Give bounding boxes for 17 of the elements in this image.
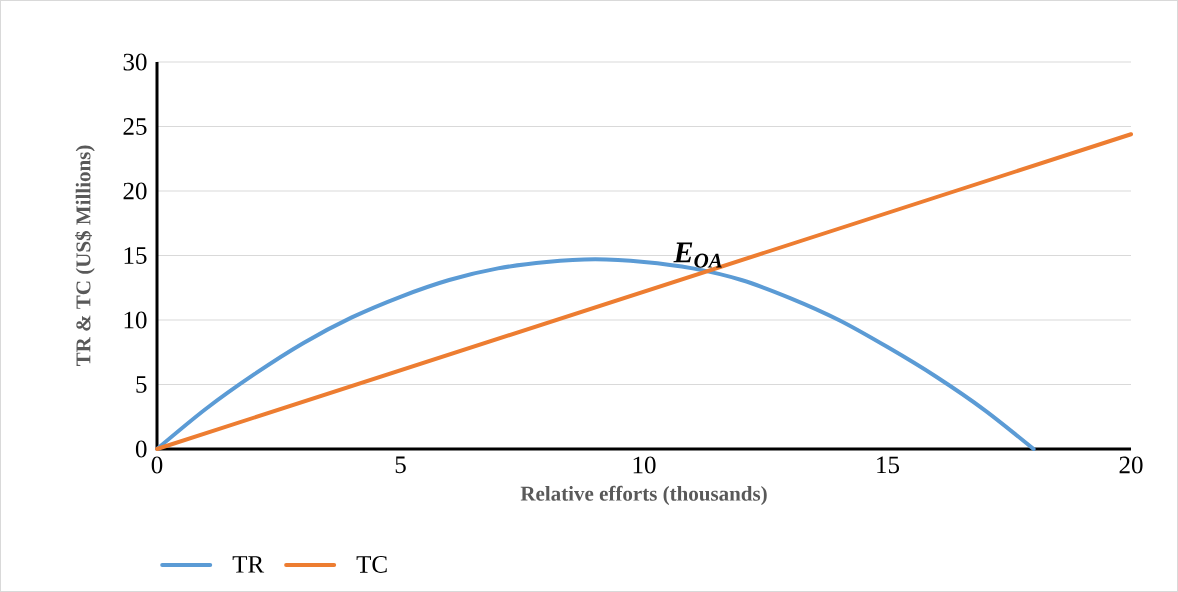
y-tick-label: 25 bbox=[123, 118, 147, 135]
y-axis-title: TR & TC (US$ Millions) bbox=[75, 145, 95, 367]
x-tick-label: 5 bbox=[395, 456, 406, 474]
legend-label: TR bbox=[232, 556, 265, 573]
legend-label: TC bbox=[356, 556, 387, 573]
y-tick-label: 0 bbox=[135, 440, 147, 458]
annotation: E$_{OA}$ bbox=[673, 242, 722, 268]
x-tick-label: 20 bbox=[1119, 456, 1143, 474]
y-tick-label: 30 bbox=[123, 53, 147, 71]
x-tick-label: 10 bbox=[633, 456, 656, 474]
x-axis-title: Relative efforts (thousands) bbox=[520, 485, 767, 506]
y-tick-label: 10 bbox=[124, 311, 147, 329]
y-tick-label: 20 bbox=[123, 182, 147, 200]
y-tick-label: 15 bbox=[124, 247, 147, 264]
x-tick-label: 15 bbox=[877, 456, 900, 474]
y-tick-label: 5 bbox=[136, 376, 147, 393]
x-tick-label: 0 bbox=[151, 456, 163, 474]
